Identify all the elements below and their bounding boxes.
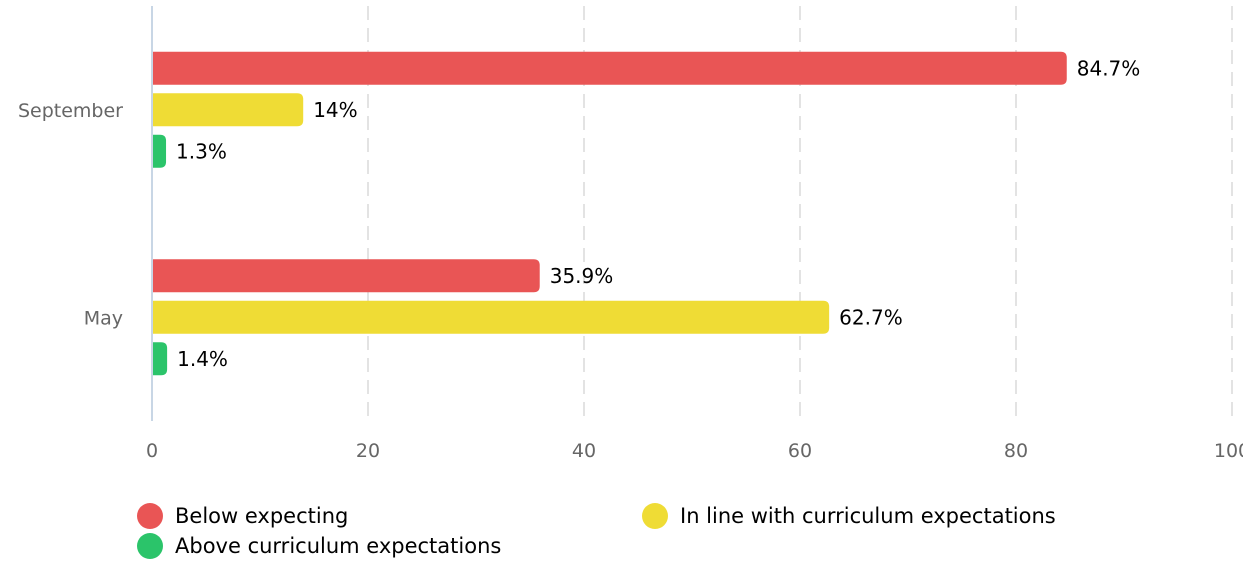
bar[interactable] <box>152 134 167 168</box>
legend-label-below-expecting: Below expecting <box>175 504 349 528</box>
legend-label-above-expectations: Above curriculum expectations <box>175 534 502 558</box>
legend-swatch-below-expecting <box>137 503 163 529</box>
axes: 0 20 40 60 80 100 September May <box>18 6 1243 462</box>
legend: Below expecting In line with curriculum … <box>0 496 1243 562</box>
bars <box>152 51 1067 376</box>
bar-chart-plot: 84.7% 14% 1.3% 35.9% 62.7% 1.4% 0 20 40 60 80 100 S… <box>18 6 1243 462</box>
legend-item-below-expecting[interactable]: Below expecting <box>137 501 348 531</box>
legend-swatch-in-line <box>642 503 668 529</box>
legend-label-in-line: In line with curriculum expectations <box>680 504 1056 528</box>
x-tick-label: 0 <box>146 440 158 462</box>
data-label: 84.7% <box>1077 56 1141 80</box>
data-label: 62.7% <box>839 305 903 329</box>
category-label: September <box>18 100 123 122</box>
data-labels: 84.7% 14% 1.3% 35.9% 62.7% 1.4% <box>176 56 1140 371</box>
data-label: 1.3% <box>176 139 227 163</box>
data-label: 35.9% <box>550 264 614 288</box>
bar[interactable] <box>152 259 540 293</box>
x-tick-label: 20 <box>356 440 380 462</box>
x-tick-label: 100 <box>1214 440 1243 462</box>
x-tick-label: 60 <box>788 440 812 462</box>
bar[interactable] <box>152 300 830 334</box>
bar[interactable] <box>152 93 304 127</box>
bar[interactable] <box>152 342 168 376</box>
data-label: 1.4% <box>177 347 228 371</box>
x-tick-label: 40 <box>572 440 596 462</box>
x-tick-label: 80 <box>1004 440 1028 462</box>
category-label: May <box>84 307 123 329</box>
bar[interactable] <box>152 51 1067 85</box>
legend-item-in-line[interactable]: In line with curriculum expectations <box>642 501 1056 531</box>
legend-item-above-expectations[interactable]: Above curriculum expectations <box>137 531 501 561</box>
legend-swatch-above-expectations <box>137 533 163 559</box>
data-label: 14% <box>313 98 357 122</box>
